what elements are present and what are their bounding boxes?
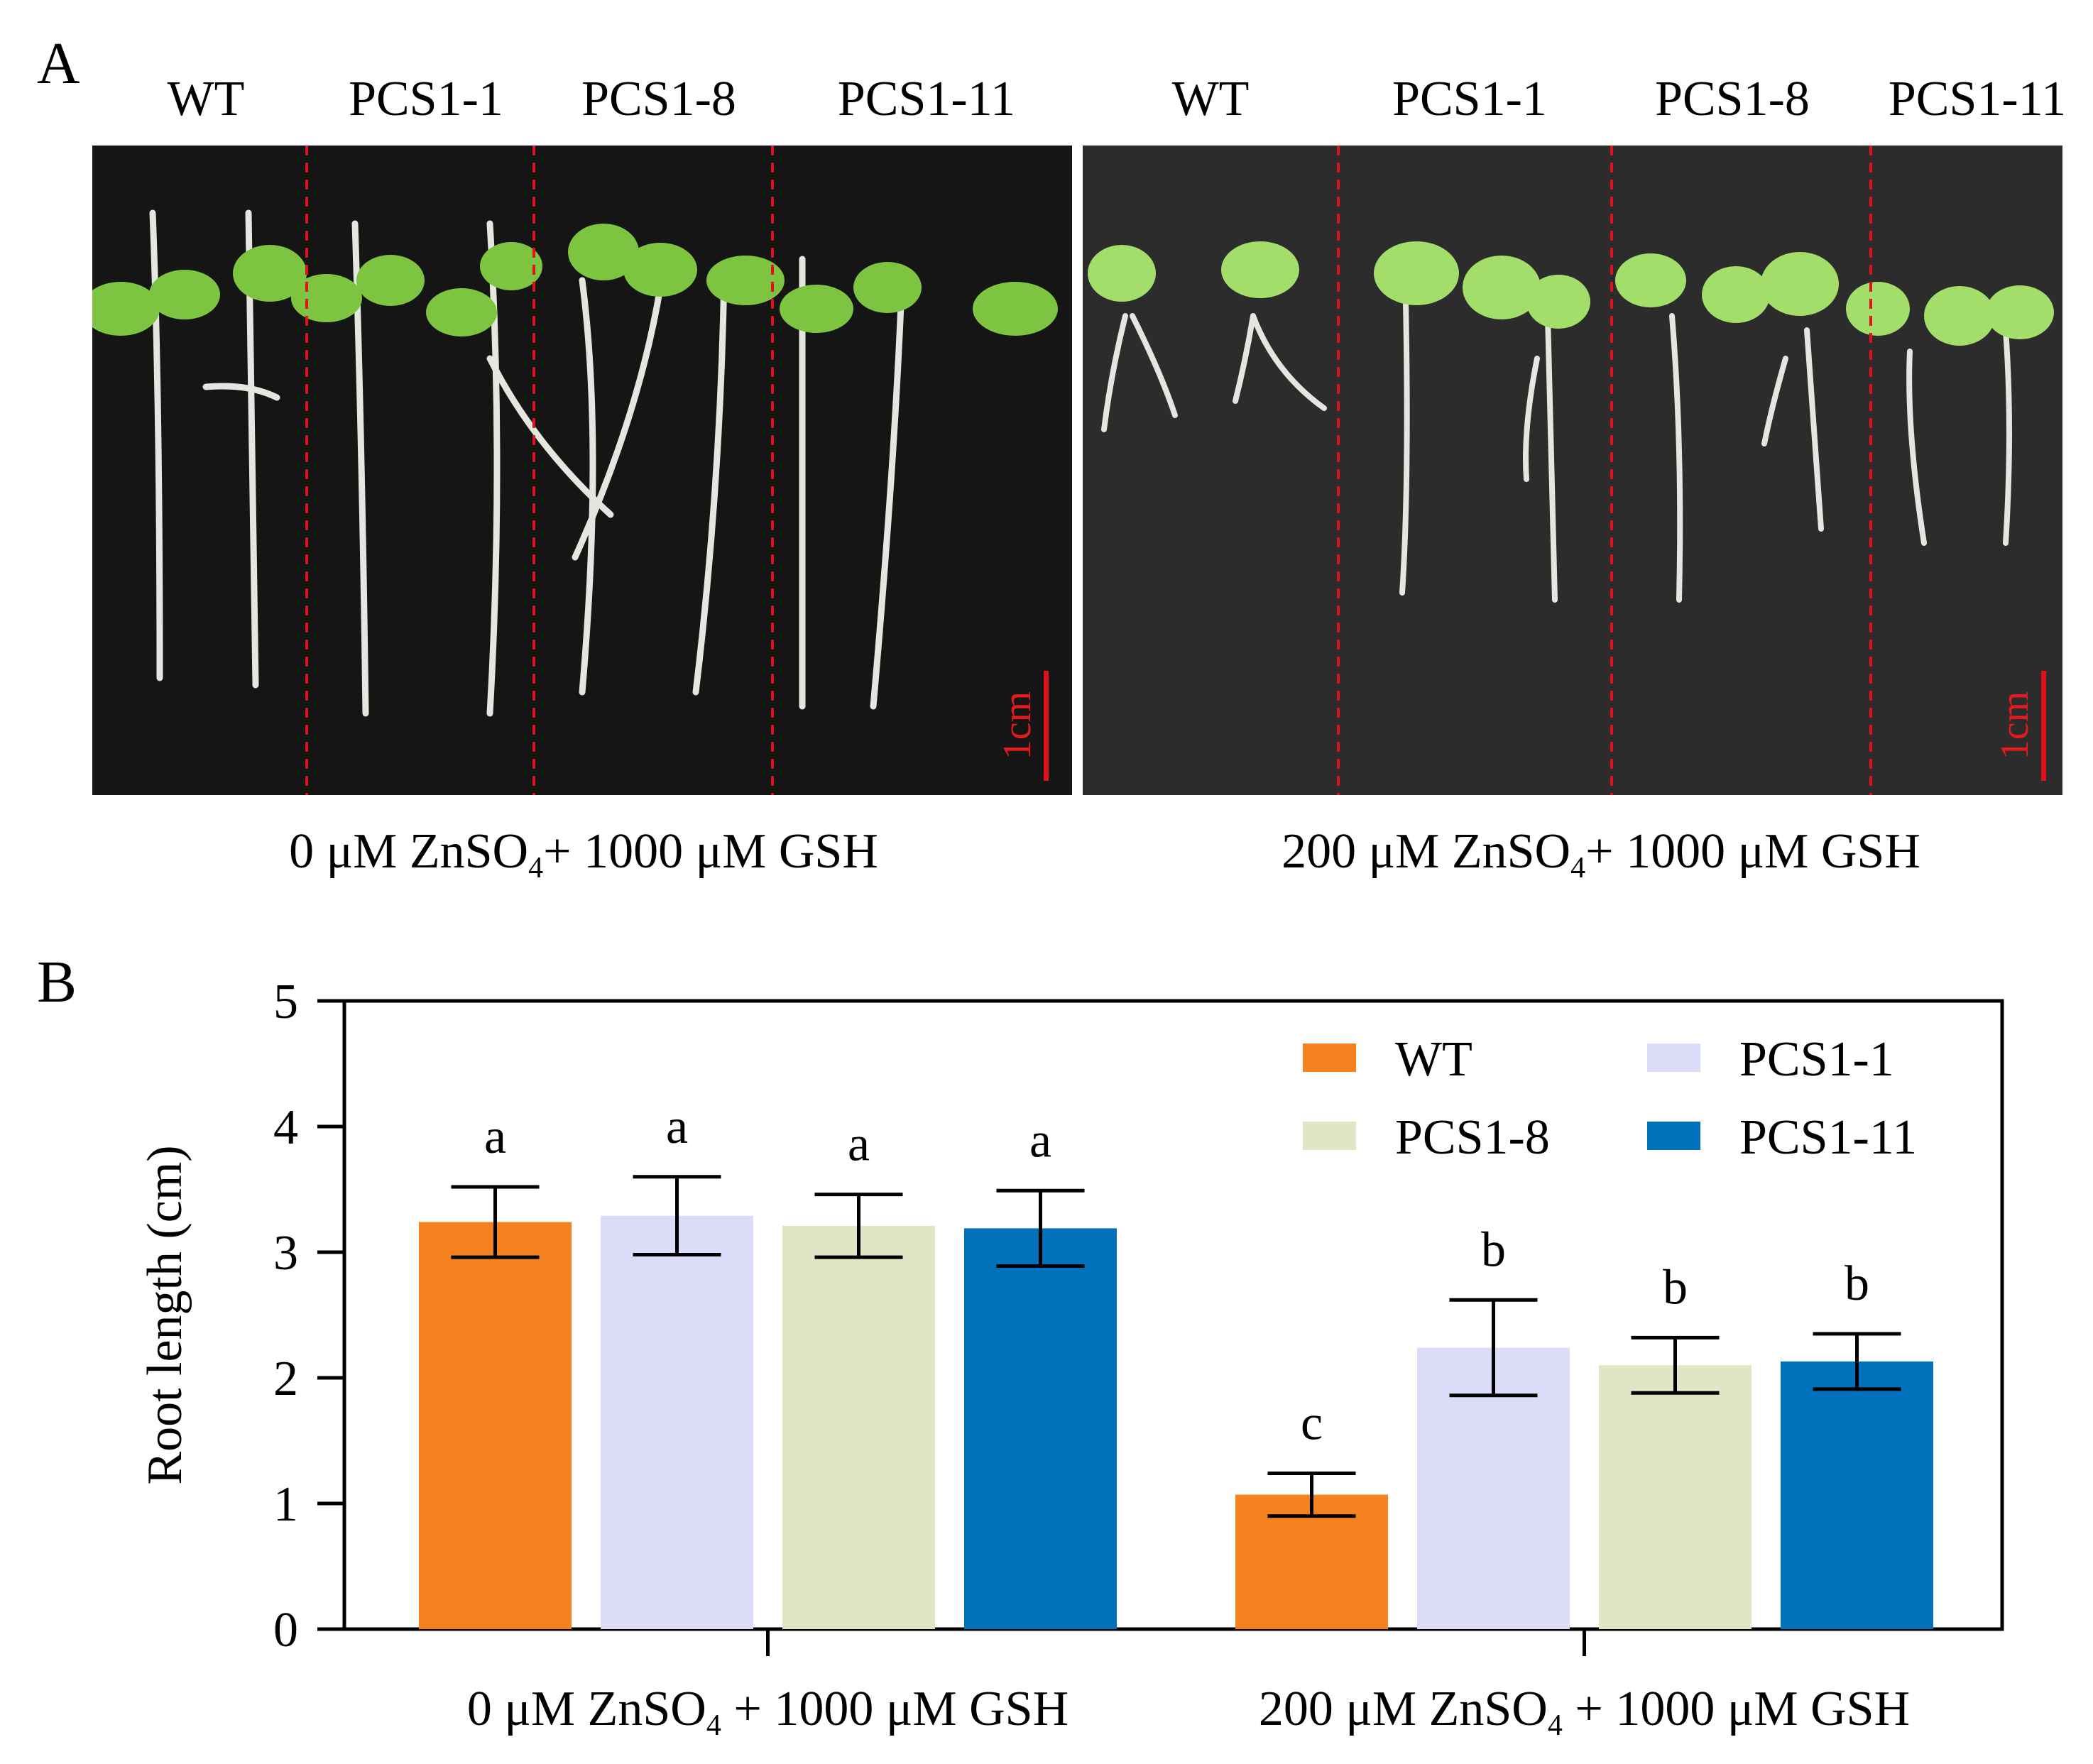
y-tick-label: 3 [273,1226,298,1281]
bar [1781,1361,1933,1629]
y-tick-label: 2 [273,1352,298,1406]
legend-swatch [1647,1043,1700,1072]
significance-letter: a [1029,1113,1051,1168]
left-photo-condition: 0 μM ZnSO4+ 1000 μM GSH [289,824,878,884]
bar [1599,1365,1752,1629]
condition-text: 0 μM ZnSO [289,824,529,879]
significance-letter: b [1663,1260,1688,1315]
condition-text: + 1000 μM GSH [543,824,878,879]
legend-label: PCS1-8 [1395,1110,1550,1165]
bar [964,1228,1117,1629]
left-genotype-label: PCS1-1 [349,72,503,126]
x-group-label: 200 μM ZnSO4 + 1000 μM GSH [1259,1682,1910,1742]
seedling-photo-control: 1cm [92,146,1072,795]
x-group-label-text: + 1000 μM GSH [1563,1682,1910,1736]
condition-text: 200 μM ZnSO [1282,824,1571,879]
legend-swatch [1303,1043,1356,1072]
y-tick-label: 4 [273,1100,298,1155]
x-group-label-text: 0 μM ZnSO [467,1682,706,1736]
panel-b-label: B [37,949,77,1015]
plot-frame [342,999,2004,1631]
x-group-label-text: 200 μM ZnSO [1259,1682,1548,1736]
left-genotype-label: PCS1-8 [581,72,736,126]
legend-label: PCS1-1 [1739,1032,1894,1087]
legend-label: PCS1-11 [1739,1110,1917,1165]
right-photo-condition: 200 μM ZnSO4+ 1000 μM GSH [1282,824,1920,884]
condition-subscript: 4 [1570,852,1586,884]
seedling-illustration [1083,146,2062,795]
right-genotype-label: PCS1-11 [1888,72,2067,126]
x-group-label-subscript: 4 [706,1709,721,1742]
bar [419,1222,572,1629]
significance-letter: a [484,1110,506,1164]
y-tick-label: 0 [273,1603,298,1658]
left-genotype-label: WT [167,72,245,126]
right-genotype-label: PCS1-1 [1392,72,1547,126]
scale-bar-label: 1cm [995,691,1040,760]
y-axis-label: Root length (cm) [138,1145,192,1484]
left-genotype-label: PCS1-11 [837,72,1016,126]
legend-swatch [1303,1122,1356,1150]
significance-letter: c [1301,1396,1323,1451]
significance-letter: b [1845,1256,1869,1311]
right-genotype-label: WT [1171,72,1250,126]
y-tick-label: 1 [273,1477,298,1532]
significance-letter: b [1481,1222,1506,1277]
condition-text: + 1000 μM GSH [1585,824,1920,879]
right-genotype-label: PCS1-8 [1655,72,1810,126]
significance-letter: a [848,1117,870,1172]
bar [782,1225,935,1629]
significance-letter: a [666,1100,688,1154]
scale-bar-label: 1cm [1993,691,2038,760]
seedling-illustration [92,146,1072,795]
panel-a-label: A [37,31,80,97]
legend-label: WT [1395,1032,1472,1087]
x-group-label-subscript: 4 [1548,1709,1563,1742]
seedling-photo-zinc: 1cm [1083,146,2062,795]
condition-subscript: 4 [528,852,544,884]
y-tick-label: 5 [273,975,298,1029]
legend-swatch [1647,1122,1700,1150]
x-group-label-text: + 1000 μM GSH [721,1682,1069,1736]
bar [601,1215,753,1629]
x-group-label: 0 μM ZnSO4 + 1000 μM GSH [467,1682,1069,1742]
